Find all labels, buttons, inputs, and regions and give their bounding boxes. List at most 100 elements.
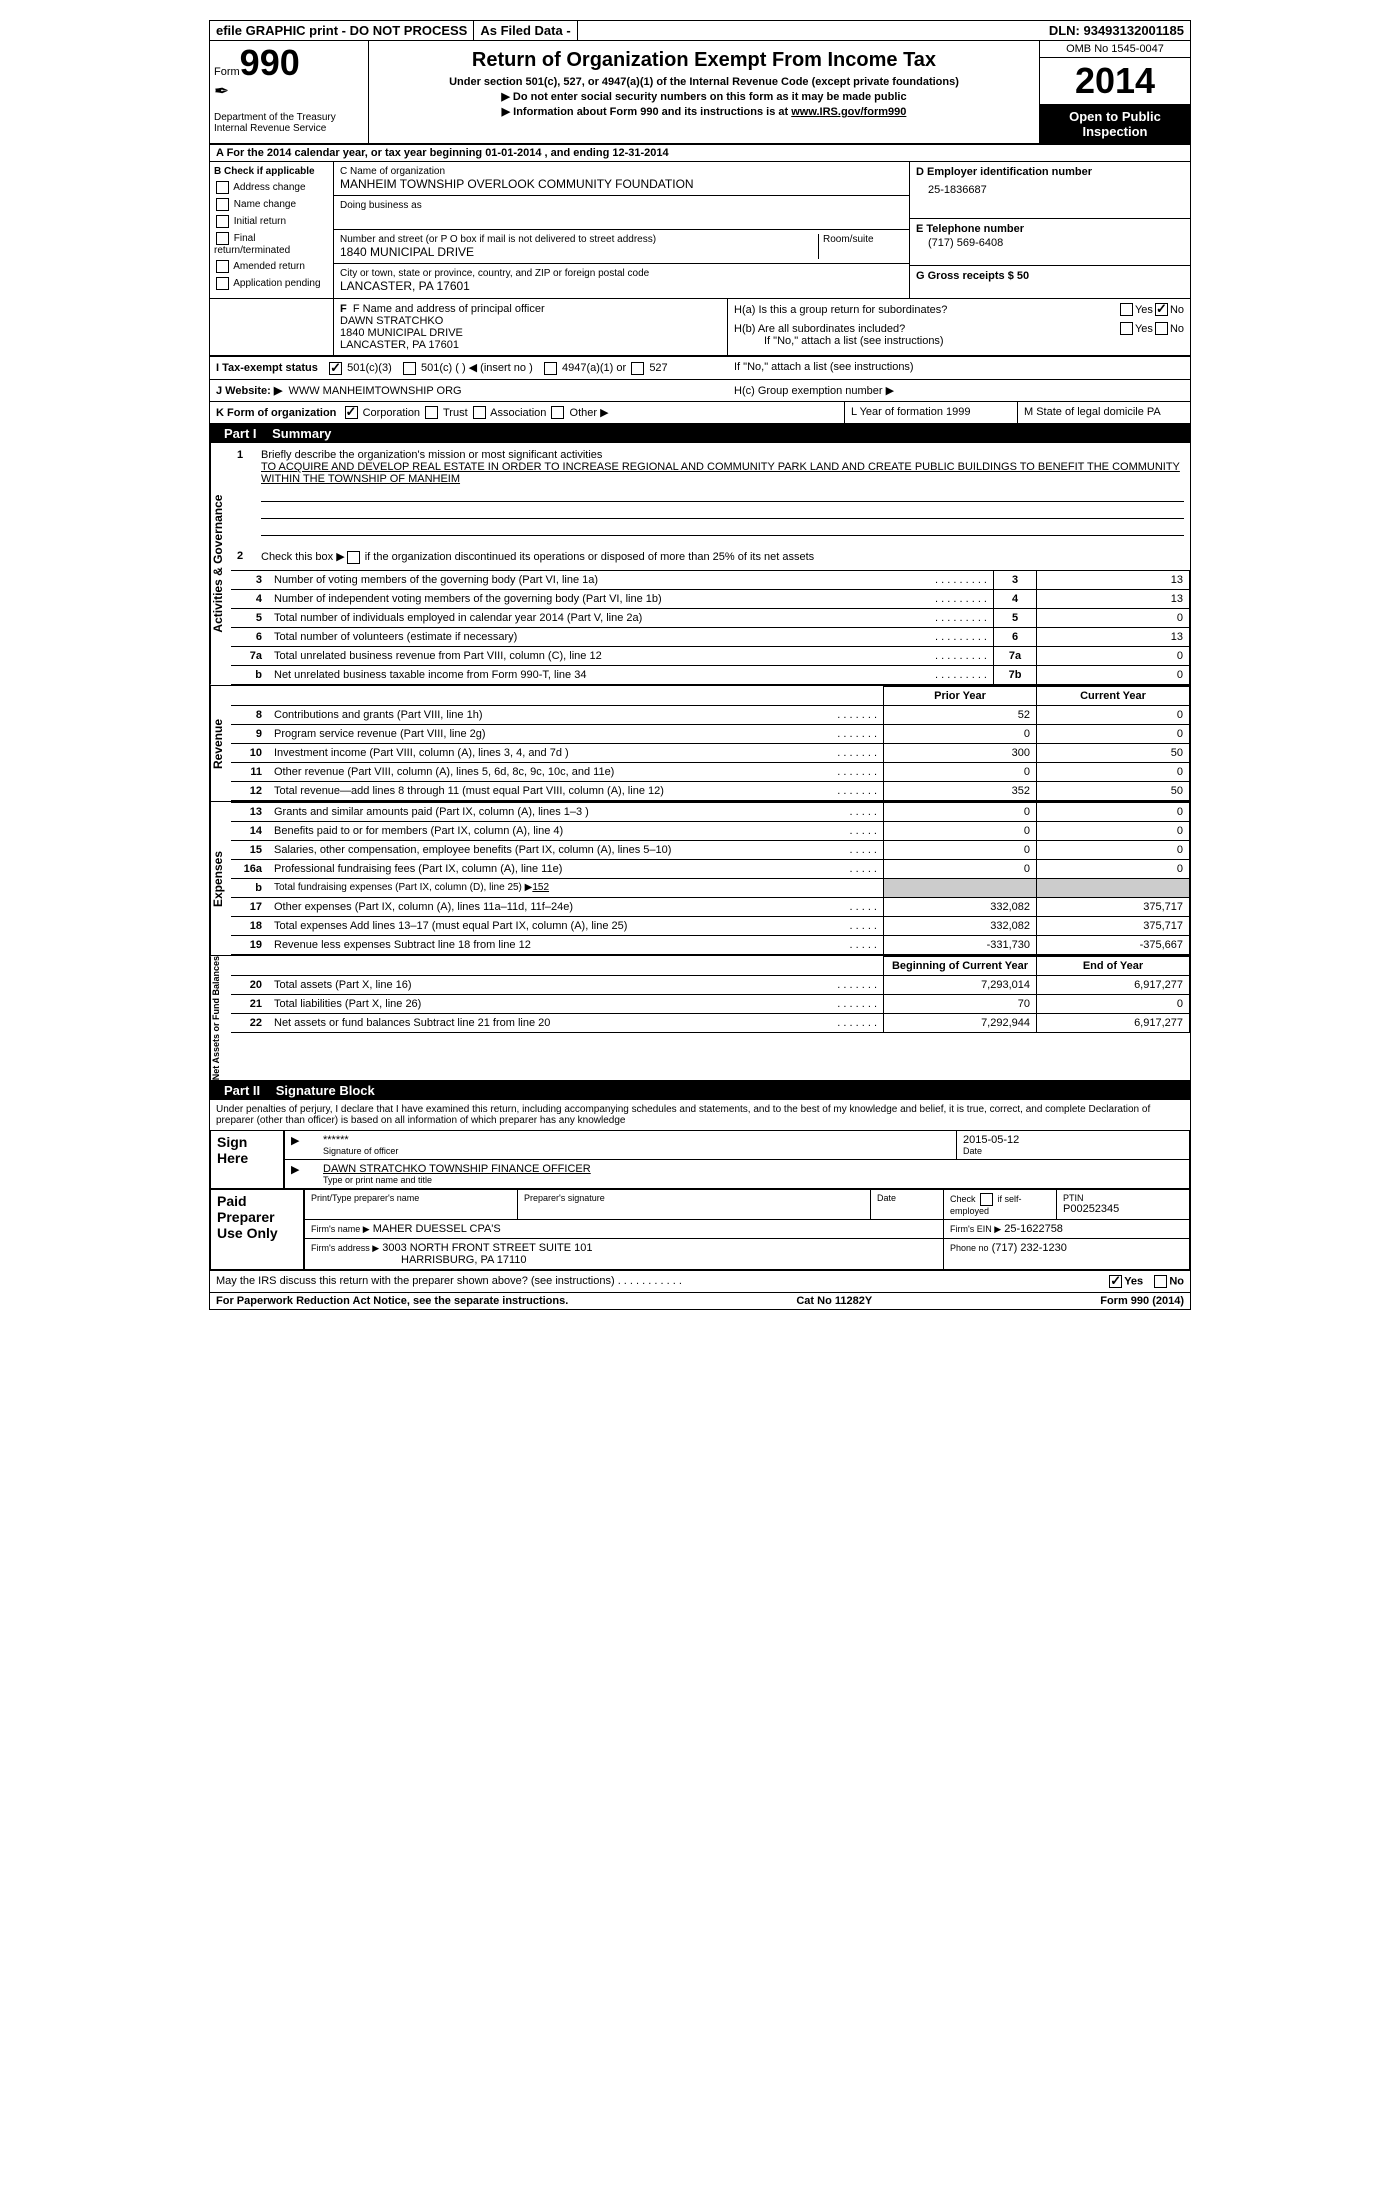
dba-cell: Doing business as (334, 196, 909, 230)
line-text: Contributions and grants (Part VIII, lin… (268, 705, 884, 724)
line-ref: 4 (994, 589, 1037, 608)
line-num: 12 (231, 781, 268, 800)
beg-value: 7,292,944 (884, 1013, 1037, 1032)
check-4947[interactable] (544, 362, 557, 375)
form-number: 990 (240, 42, 300, 83)
line-num: b (231, 878, 268, 897)
rev-label: Revenue (210, 686, 231, 801)
ha-no[interactable] (1155, 303, 1168, 316)
prior-value: 0 (884, 859, 1037, 878)
line-value: 0 (1037, 608, 1190, 627)
exp-label: Expenses (210, 802, 231, 955)
rev-table: Prior Year Current Year 8 Contributions … (231, 686, 1190, 801)
check-address-change[interactable]: Address change (214, 181, 329, 194)
discuss-no[interactable] (1154, 1275, 1167, 1288)
section-c-wrapper: C Name of organization MANHEIM TOWNSHIP … (334, 162, 1190, 298)
address-cell: Number and street (or P O box if mail is… (334, 230, 909, 264)
efile-notice: efile GRAPHIC print - DO NOT PROCESS (210, 21, 474, 40)
ptin-label: PTIN (1063, 1193, 1183, 1203)
header-right: OMB No 1545-0047 2014 Open to Public Ins… (1039, 41, 1190, 143)
form-ref: Form 990 (2014) (1100, 1295, 1184, 1307)
officer-name: DAWN STRATCHKO (340, 315, 721, 327)
line-text: Total number of individuals employed in … (268, 608, 994, 627)
check-trust[interactable] (425, 406, 438, 419)
firm-addr: 3003 NORTH FRONT STREET SUITE 101 (382, 1242, 592, 1254)
hb-attach: If "No," attach a list (see instructions… (728, 357, 1190, 379)
check-pending[interactable]: Application pending (214, 277, 329, 290)
line-num: b (231, 665, 268, 684)
sig-officer-label: Signature of officer (323, 1146, 950, 1156)
line-num: 21 (231, 994, 268, 1013)
line-num: 11 (231, 762, 268, 781)
check-501c3[interactable] (329, 362, 342, 375)
discuss-yes[interactable] (1109, 1275, 1122, 1288)
line-text: Total revenue—add lines 8 through 11 (mu… (268, 781, 884, 800)
officer-addr2: LANCASTER, PA 17601 (340, 339, 721, 351)
prep-name-label: Print/Type preparer's name (311, 1193, 511, 1203)
check-discontinued[interactable] (347, 551, 360, 564)
footer: For Paperwork Reduction Act Notice, see … (210, 1292, 1190, 1309)
line-ref: 5 (994, 608, 1037, 627)
section-b: B Check if applicable Address change Nam… (210, 162, 334, 298)
check-501c[interactable] (403, 362, 416, 375)
end-value: 6,917,277 (1037, 975, 1190, 994)
current-value: 0 (1037, 859, 1190, 878)
check-initial-return[interactable]: Initial return (214, 215, 329, 228)
check-527[interactable] (631, 362, 644, 375)
line-text: Salaries, other compensation, employee b… (268, 840, 884, 859)
line-num: 8 (231, 705, 268, 724)
website-value: WWW MANHEIMTOWNSHIP ORG (288, 385, 461, 397)
ha-yes[interactable] (1120, 303, 1133, 316)
check-amended[interactable]: Amended return (214, 260, 329, 273)
revenue-section: Revenue Prior Year Current Year 8 Contri… (210, 686, 1190, 802)
current-value: 0 (1037, 762, 1190, 781)
line-num: 20 (231, 975, 268, 994)
subtitle-2: ▶ Do not enter social security numbers o… (377, 90, 1031, 103)
section-a: A For the 2014 calendar year, or tax yea… (210, 145, 1190, 162)
line-text: Other expenses (Part IX, column (A), lin… (268, 897, 884, 916)
tax-year: 2014 (1040, 58, 1190, 105)
line-text: Number of voting members of the governin… (268, 570, 994, 589)
line-num: 19 (231, 935, 268, 954)
line-text: Benefits paid to or for members (Part IX… (268, 821, 884, 840)
line-num: 13 (231, 802, 268, 821)
perjury-text: Under penalties of perjury, I declare th… (210, 1100, 1190, 1130)
prior-value: -331,730 (884, 935, 1037, 954)
line-text: Investment income (Part VIII, column (A)… (268, 743, 884, 762)
part-2-header: Part II Signature Block (210, 1081, 1190, 1100)
hb-yes[interactable] (1120, 322, 1133, 335)
end-year-header: End of Year (1037, 956, 1190, 975)
sig-name-label: Type or print name and title (323, 1175, 1183, 1185)
ein-value: 25-1836687 (916, 178, 1184, 196)
line-text: Number of independent voting members of … (268, 589, 994, 608)
line-text: Total assets (Part X, line 16). . . . . … (268, 975, 884, 994)
check-corp[interactable] (345, 406, 358, 419)
check-final-return[interactable]: Final return/terminated (214, 232, 329, 256)
net-assets-section: Net Assets or Fund Balances Beginning of… (210, 956, 1190, 1081)
line-num: 7a (231, 646, 268, 665)
line-text: Net unrelated business taxable income fr… (268, 665, 994, 684)
expenses-section: Expenses 13 Grants and similar amounts p… (210, 802, 1190, 956)
section-g: G Gross receipts $ 50 (910, 266, 1190, 286)
line-ref: 6 (994, 627, 1037, 646)
irs-link[interactable]: www.IRS.gov/form990 (791, 106, 906, 118)
prep-check: Check if self-employed (950, 1193, 1050, 1216)
hb-no[interactable] (1155, 322, 1168, 335)
hb-note: If "No," attach a list (see instructions… (734, 335, 1184, 347)
prep-sig-label: Preparer's signature (524, 1193, 864, 1203)
prior-value: 332,082 (884, 897, 1037, 916)
officer-label: F F Name and address of principal office… (340, 303, 721, 315)
firm-city: HARRISBURG, PA 17110 (311, 1254, 937, 1266)
dept-treasury: Department of the Treasury (214, 112, 364, 123)
omb-number: OMB No 1545-0047 (1040, 41, 1190, 58)
check-name-change[interactable]: Name change (214, 198, 329, 211)
prior-value: 0 (884, 821, 1037, 840)
check-assoc[interactable] (473, 406, 486, 419)
governance-section: Activities & Governance 1 Briefly descri… (210, 443, 1190, 686)
discuss-row: May the IRS discuss this return with the… (210, 1270, 1190, 1292)
sections-b-through-g: B Check if applicable Address change Nam… (210, 162, 1190, 299)
line-text: Program service revenue (Part VIII, line… (268, 724, 884, 743)
line-text: Revenue less expenses Subtract line 18 f… (268, 935, 884, 954)
check-other[interactable] (551, 406, 564, 419)
line-value: 13 (1037, 627, 1190, 646)
